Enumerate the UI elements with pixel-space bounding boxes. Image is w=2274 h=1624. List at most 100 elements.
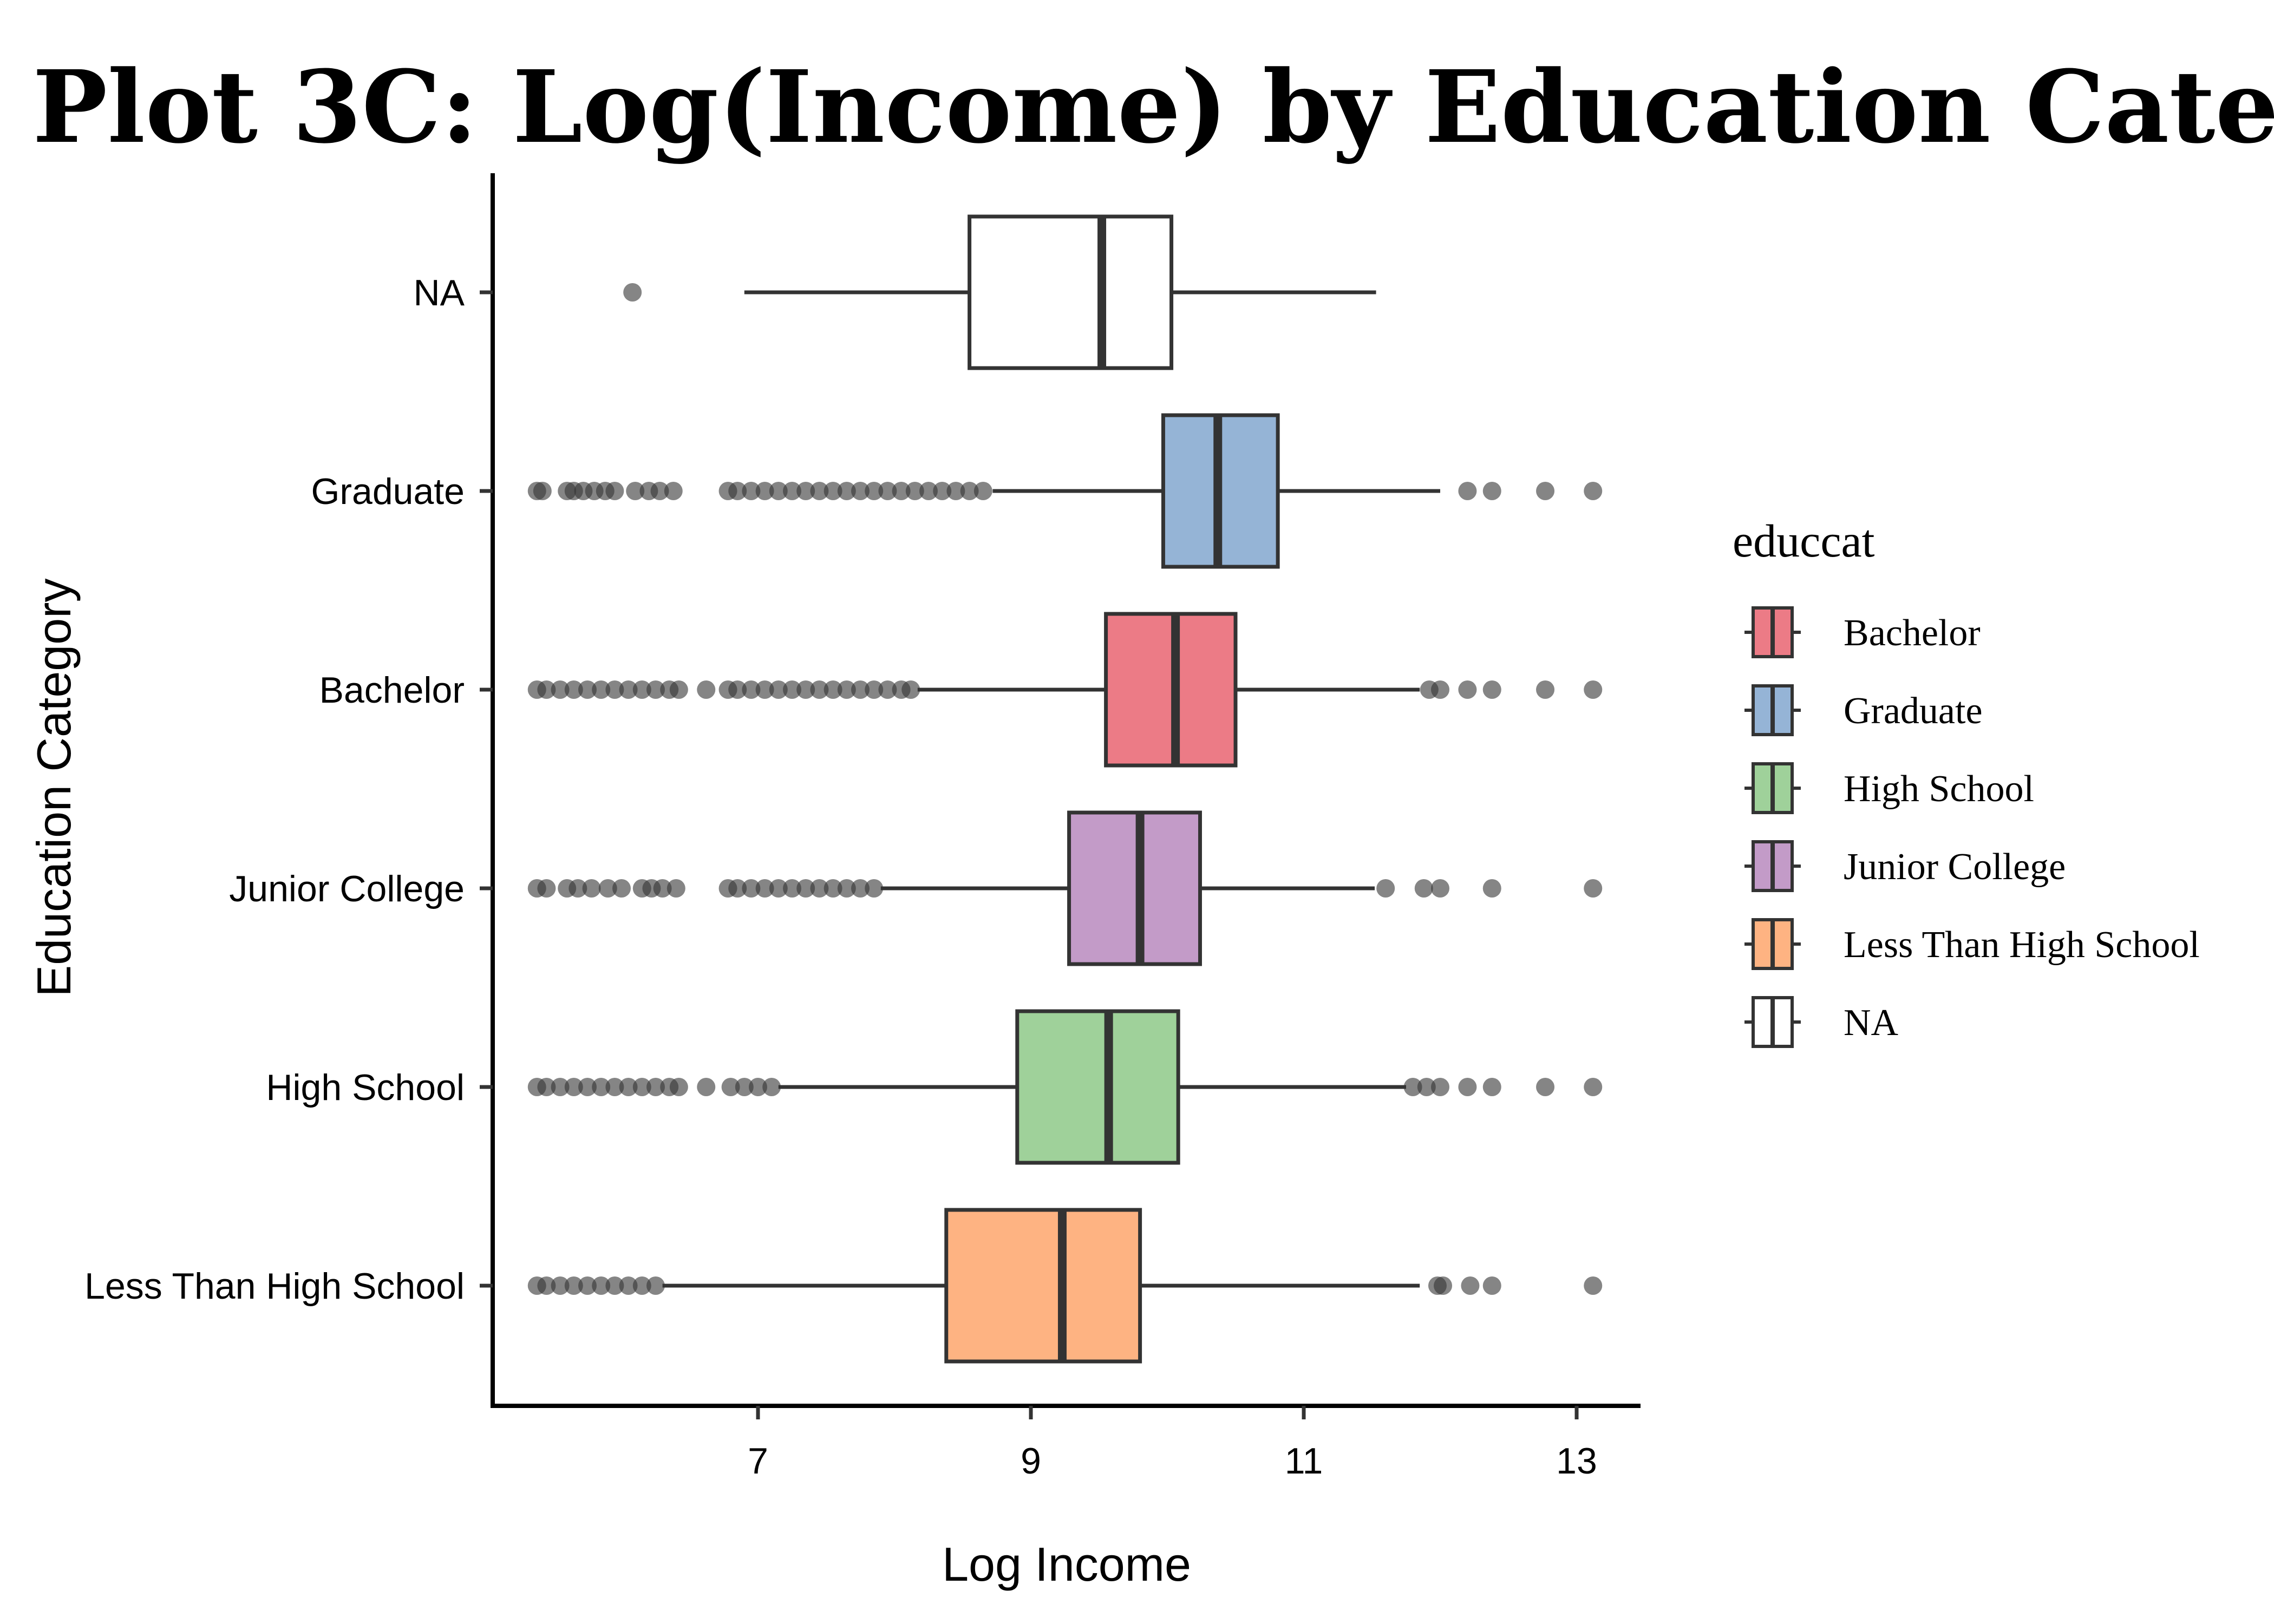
outlier-point	[728, 680, 747, 699]
outlier-point	[564, 680, 583, 699]
outlier-point	[1536, 680, 1555, 699]
outlier-point	[578, 680, 597, 699]
outlier-point	[669, 680, 688, 699]
outlier-point	[533, 482, 552, 500]
outlier-point	[1584, 482, 1603, 500]
outlier-point	[824, 482, 842, 500]
outlier-point	[749, 1078, 767, 1096]
outlier-point	[721, 1078, 740, 1096]
x-axis-title: Log Income	[942, 1537, 1191, 1591]
outlier-point	[1584, 1276, 1603, 1295]
outlier-point	[697, 1078, 716, 1096]
outlier-point	[1584, 1078, 1603, 1096]
outlier-point	[824, 680, 842, 699]
outlier-point	[1482, 879, 1501, 898]
outlier-point	[783, 879, 801, 898]
legend-item-bachelor: Bachelor	[1744, 606, 1981, 658]
outlier-point	[1536, 1078, 1555, 1096]
box-graduate	[527, 413, 1603, 569]
legend-item-less-than-high-school: Less Than High School	[1744, 918, 2200, 970]
outlier-point	[851, 482, 870, 500]
chart-title: Plot 3C: Log(Income) by Education Catego…	[32, 49, 2274, 166]
outlier-point	[851, 680, 870, 699]
outlier-point	[1584, 680, 1603, 699]
x-tick-label: 13	[1556, 1440, 1597, 1482]
outlier-point	[650, 482, 669, 500]
outlier-point	[762, 1078, 781, 1096]
outlier-point	[769, 879, 788, 898]
outlier-point	[632, 680, 651, 699]
outlier-point	[1403, 1078, 1422, 1096]
outlier-point	[946, 482, 965, 500]
outlier-point	[919, 482, 938, 500]
outlier-point	[810, 680, 829, 699]
outlier-point	[769, 680, 788, 699]
outlier-point	[810, 879, 829, 898]
outlier-point	[1461, 1276, 1480, 1295]
outlier-point	[1417, 1078, 1436, 1096]
outlier-point	[669, 1078, 688, 1096]
outlier-point	[865, 680, 884, 699]
box-na	[623, 214, 1376, 370]
outlier-point	[551, 1078, 570, 1096]
box-iqr	[968, 214, 1174, 370]
box-iqr	[1015, 1009, 1180, 1165]
outlier-point	[623, 283, 642, 302]
outlier-point	[619, 680, 638, 699]
outlier-point	[1458, 680, 1477, 699]
outlier-point	[582, 879, 601, 898]
outlier-point	[742, 482, 761, 500]
outlier-point	[653, 879, 672, 898]
y-tick-label: Junior College	[229, 868, 465, 909]
outlier-point	[742, 879, 761, 898]
outlier-point	[783, 482, 801, 500]
outlier-point	[605, 1078, 624, 1096]
outlier-point	[796, 482, 815, 500]
outlier-point	[1414, 879, 1433, 898]
outlier-point	[796, 680, 815, 699]
outlier-point	[592, 1276, 611, 1295]
outlier-point	[728, 482, 747, 500]
outlier-point	[1584, 879, 1603, 898]
outlier-point	[551, 680, 570, 699]
outlier-point	[1431, 1078, 1449, 1096]
legend-label: Graduate	[1844, 690, 1983, 732]
box-iqr	[1067, 810, 1202, 966]
outlier-point	[612, 879, 631, 898]
outlier-point	[564, 1078, 583, 1096]
x-tick-label: 11	[1285, 1440, 1323, 1482]
outlier-point	[837, 680, 856, 699]
legend-title: educcat	[1733, 515, 1875, 567]
y-tick-label: Graduate	[311, 471, 465, 512]
legend-label: High School	[1844, 768, 2034, 810]
outlier-point	[810, 482, 829, 500]
legend-item-high-school: High School	[1744, 762, 2034, 814]
legend: educcat Bachelor Graduate High School Junio…	[1733, 515, 2200, 1048]
outlier-point	[878, 482, 897, 500]
outlier-point	[664, 482, 683, 500]
outlier-point	[646, 1276, 665, 1295]
outlier-point	[697, 680, 716, 699]
plot-area	[527, 214, 1603, 1364]
outlier-point	[626, 482, 645, 500]
outlier-point	[605, 482, 624, 500]
outlier-point	[632, 1078, 651, 1096]
outlier-point	[905, 482, 924, 500]
outlier-point	[851, 879, 870, 898]
box-bachelor	[527, 612, 1603, 768]
outlier-point	[578, 1276, 597, 1295]
outlier-point	[1482, 482, 1501, 500]
outlier-point	[592, 680, 611, 699]
outlier-point	[1376, 879, 1395, 898]
x-tick-label: 9	[1021, 1440, 1041, 1482]
outlier-point	[755, 680, 774, 699]
outlier-point	[769, 482, 788, 500]
legend-label: Bachelor	[1844, 612, 1981, 654]
outlier-point	[666, 879, 685, 898]
outlier-point	[837, 482, 856, 500]
x-tick-label: 7	[748, 1440, 768, 1482]
outlier-point	[619, 1276, 638, 1295]
outlier-point	[551, 1276, 570, 1295]
outlier-point	[728, 879, 747, 898]
box-iqr	[944, 1208, 1142, 1364]
